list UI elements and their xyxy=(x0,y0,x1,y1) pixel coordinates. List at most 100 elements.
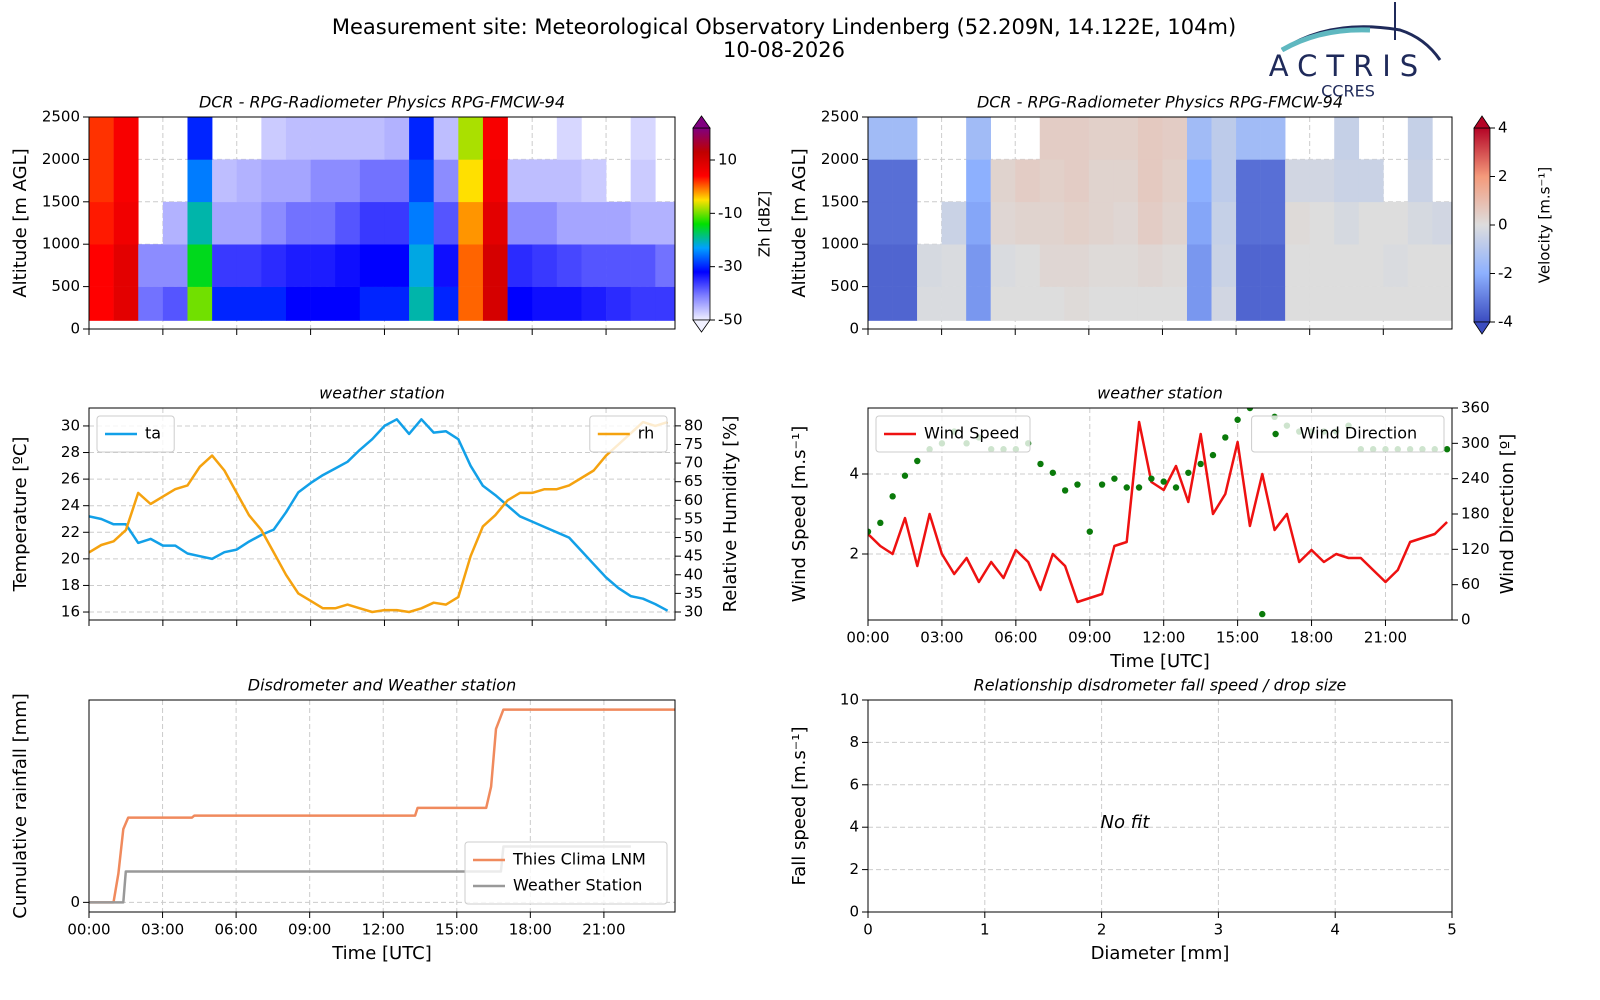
logo-subtext: CCRES xyxy=(1321,82,1375,101)
heatmap-cell xyxy=(1064,159,1090,203)
heatmap-cell xyxy=(1064,117,1090,160)
y2-tick-label: 360 xyxy=(1461,399,1490,417)
colorbar-tick-label: 10 xyxy=(718,151,737,169)
heatmap-cell xyxy=(1113,244,1139,287)
heatmap-cell xyxy=(285,244,311,287)
heatmap-cell xyxy=(892,117,918,160)
plot-area xyxy=(89,408,675,620)
heatmap-cell xyxy=(359,159,385,203)
heatmap-cell xyxy=(892,159,918,203)
legend-box xyxy=(875,415,1031,453)
heatmap-cell xyxy=(655,244,675,287)
x-tick-label: 4 xyxy=(1330,921,1340,939)
x-tick-label: 15:00 xyxy=(1216,629,1259,647)
heatmap-cell xyxy=(966,201,991,245)
y-tick-label: 30 xyxy=(61,416,80,434)
heatmap-cell xyxy=(458,117,484,160)
x-tick-label: 18:00 xyxy=(1290,629,1333,647)
y-tick-label: 0 xyxy=(849,320,859,338)
heatmap-cell xyxy=(966,286,991,321)
point xyxy=(1148,475,1155,482)
panel: 0 500 1000 1500 2000 2500 -50 -30 -10 10 Zh [dBZ] D… xyxy=(10,93,774,338)
heatmap-cell xyxy=(187,117,213,160)
heatmap-cell xyxy=(1113,286,1139,321)
y2-tick-label: 60 xyxy=(684,491,703,509)
heatmap-cell xyxy=(1260,286,1286,321)
heatmap-cell xyxy=(892,286,918,321)
x-tick-label: 18:00 xyxy=(509,921,552,939)
panel: 0 500 1000 1500 2000 2500 -4 -2 0 2 4 Velocity [m.s… xyxy=(789,93,1554,338)
y2-tick-label: 120 xyxy=(1461,540,1490,558)
heatmap-cell xyxy=(1334,201,1360,245)
heatmap-cell xyxy=(1309,286,1335,321)
y-tick-label: 18 xyxy=(61,576,80,594)
heatmap-cell xyxy=(1236,117,1261,160)
heatmap-cell xyxy=(458,159,484,203)
point xyxy=(1049,469,1057,476)
heatmap-cell xyxy=(630,244,656,287)
line xyxy=(868,420,1448,604)
x-axis-label: Diameter [mm] xyxy=(1091,943,1230,964)
heatmap-cell xyxy=(433,244,459,287)
heatmap-cell xyxy=(532,244,558,287)
heatmap-cell xyxy=(1064,286,1090,321)
heatmap-cell xyxy=(1260,117,1286,160)
heatmap-cell xyxy=(892,244,918,287)
heatmap-cell xyxy=(409,159,435,203)
y-tick-label: 8 xyxy=(849,733,859,751)
heatmap-cell xyxy=(236,159,262,203)
heatmap-cell xyxy=(1358,201,1384,245)
x-tick-label: 21:00 xyxy=(1364,629,1407,647)
heatmap-cell xyxy=(359,286,385,321)
heatmap-cell xyxy=(458,201,484,245)
x-tick-label: 0 xyxy=(863,921,873,939)
panel-title: DCR - RPG-Radiometer Physics RPG-FMCW-94 xyxy=(199,93,565,112)
heatmap-cell xyxy=(384,244,410,287)
x-axis-label: Time [UTC] xyxy=(331,943,432,964)
heatmap-cell xyxy=(1088,244,1114,287)
heatmap-cell xyxy=(212,286,238,321)
x-tick-label: 12:00 xyxy=(1142,629,1185,647)
y-tick-label: 0 xyxy=(849,903,859,921)
page-title: Measurement site: Meteorological Observa… xyxy=(332,15,1236,39)
y-axis-label: Altitude [m AGL] xyxy=(10,148,31,297)
y-tick-label: 2000 xyxy=(821,150,859,168)
axes-frame xyxy=(867,116,1453,330)
heatmap-cell xyxy=(310,244,336,287)
heatmap-cell xyxy=(917,244,942,287)
heatmap-cell xyxy=(1162,244,1188,287)
heatmap-cell xyxy=(1407,244,1433,287)
point xyxy=(1443,446,1451,453)
heatmap-cell xyxy=(482,244,508,287)
y-tick-label: 6 xyxy=(849,775,859,793)
heatmap-cell xyxy=(1358,244,1384,287)
heatmap-cell xyxy=(1334,244,1360,287)
y-tick-label: 4 xyxy=(849,818,859,836)
heatmap-cell xyxy=(507,159,533,203)
heatmap-cell xyxy=(458,244,484,287)
heatmap-cell xyxy=(1309,201,1335,245)
heatmap-cell xyxy=(1113,117,1139,160)
x-tick-label: 12:00 xyxy=(362,921,405,939)
heatmap-cell xyxy=(1211,159,1237,203)
point xyxy=(914,457,921,465)
panel-title: Relationship disdrometer fall speed / dr… xyxy=(974,676,1347,695)
heatmap-cell xyxy=(990,201,1016,245)
heatmap-cell xyxy=(1211,286,1237,321)
x-tick-label: 06:00 xyxy=(994,629,1037,647)
heatmap-cell xyxy=(1088,159,1114,203)
heatmap-cell xyxy=(113,159,139,203)
heatmap-cell xyxy=(409,286,435,321)
point xyxy=(877,519,884,527)
heatmap-cell xyxy=(1407,201,1433,245)
x-tick-label: 21:00 xyxy=(582,921,625,939)
heatmap-cell xyxy=(261,201,287,245)
colorbar-label: Zh [dBZ] xyxy=(756,191,774,257)
heatmap-cell xyxy=(458,286,484,321)
y-tick-label: 1500 xyxy=(821,192,859,210)
colorbar-tick-label: -10 xyxy=(718,204,743,222)
x-tick-label: 06:00 xyxy=(214,921,257,939)
heatmap-cell xyxy=(917,286,942,321)
heatmap-cell xyxy=(655,286,675,321)
heatmap-cell xyxy=(507,286,533,321)
